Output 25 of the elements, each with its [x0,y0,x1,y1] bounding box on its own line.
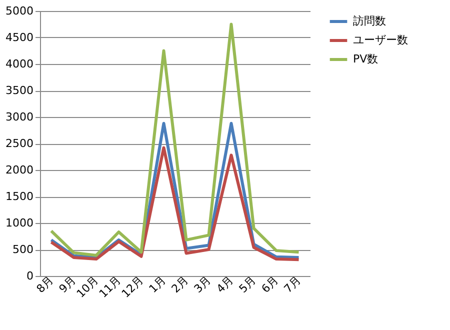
line-series [50,146,300,262]
x-tick-label: 7月 [282,274,304,296]
y-tick-label: 3500 [6,84,34,97]
y-tick-label: 4500 [6,31,34,44]
x-tick-label: 8月 [34,274,56,296]
legend-label: 訪問数 [353,14,386,28]
y-tick-label: 0 [26,270,34,282]
x-tick-label: 6月 [259,274,281,296]
y-tick-label: 1500 [6,190,34,203]
y-tick-label: 5000 [6,4,34,18]
y-tick-label: 2000 [6,164,34,176]
y-tick-label: 4000 [6,58,34,70]
x-tick-label: 1月 [146,274,168,296]
legend-label: ユーザー数 [353,34,408,46]
y-tick-label: 2500 [6,137,34,150]
y-tick-label: 1000 [6,216,34,230]
y-tick-label: 500 [12,243,34,256]
x-tick-label: 2月 [169,274,191,296]
line-series [50,22,300,257]
y-tick-label: 3000 [6,110,34,124]
x-tick-label: 3月 [192,274,214,296]
legend-label: PV数 [353,52,378,66]
x-tick-label: 5月 [236,274,258,296]
x-tick-label: 12月 [119,274,146,300]
x-tick-label: 4月 [214,274,236,296]
